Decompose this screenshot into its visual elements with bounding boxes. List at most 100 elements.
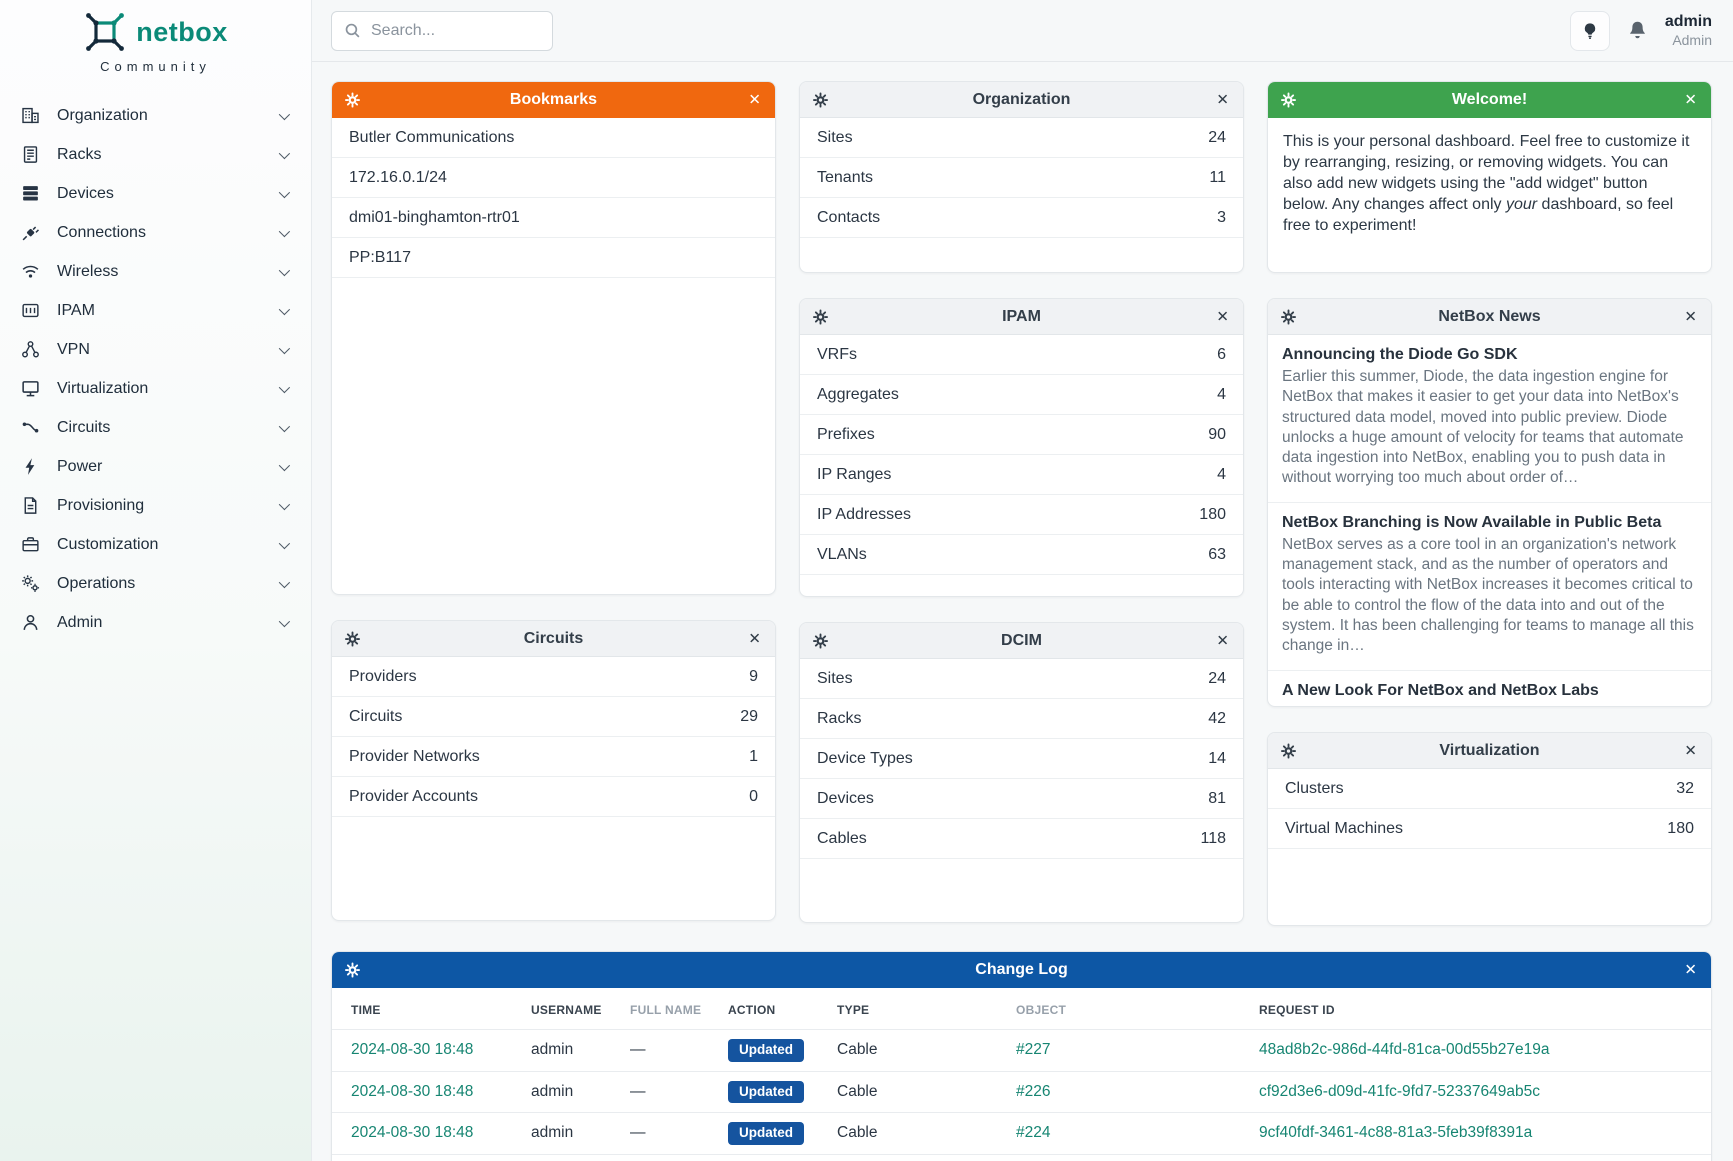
gear-icon[interactable]	[345, 631, 360, 646]
stat-row[interactable]: IP Addresses 180	[800, 495, 1243, 535]
search-icon	[344, 22, 361, 39]
bell-icon[interactable]	[1627, 20, 1648, 41]
stat-row[interactable]: Tenants 11	[800, 158, 1243, 198]
sidebar-item-label: IPAM	[57, 301, 95, 319]
sidebar-item-label: Connections	[57, 223, 146, 241]
changelog-time-link[interactable]: 2024-08-30 18:48	[351, 1041, 474, 1059]
welcome-text-suffix: dashboard, so feel free to experiment!	[1283, 196, 1674, 235]
chevron-down-icon	[278, 420, 291, 432]
sidebar-item-wireless[interactable]: Wireless	[0, 252, 311, 291]
close-icon[interactable]: ✕	[748, 91, 761, 109]
logo-text: netbox	[136, 16, 228, 47]
close-icon[interactable]: ✕	[1684, 742, 1697, 759]
gear-icon[interactable]	[1281, 309, 1296, 324]
stat-label: Aggregates	[817, 385, 899, 403]
stat-row[interactable]: Virtual Machines 180	[1268, 809, 1711, 849]
sidebar-menu: Organization Racks Devices Connections W…	[0, 96, 311, 642]
stat-row[interactable]: Sites 24	[800, 659, 1243, 699]
close-icon[interactable]: ✕	[1216, 91, 1229, 108]
gear-icon[interactable]	[1281, 743, 1296, 758]
sidebar-item-racks[interactable]: Racks	[0, 135, 311, 174]
stat-label: Virtual Machines	[1285, 819, 1403, 837]
gear-icon[interactable]	[345, 93, 360, 108]
sidebar-item-power[interactable]: Power	[0, 447, 311, 486]
logo-area[interactable]: netbox Community	[0, 0, 311, 74]
column-header-full-name: FULL NAME	[630, 1003, 702, 1017]
close-icon[interactable]: ✕	[1684, 308, 1697, 325]
column-header-time[interactable]: TIME	[351, 1003, 381, 1017]
stat-row[interactable]: Racks 42	[800, 699, 1243, 739]
sidebar-item-connections[interactable]: Connections	[0, 213, 311, 252]
stat-row[interactable]: Device Types 14	[800, 739, 1243, 779]
changelog-object-link[interactable]: #224	[1016, 1124, 1051, 1142]
news-item-title[interactable]: A New Look For NetBox and NetBox Labs	[1282, 681, 1599, 699]
search-box[interactable]	[331, 10, 553, 51]
bookmark-item[interactable]: Butler Communications	[332, 118, 775, 158]
stat-row[interactable]: Clusters 32	[1268, 769, 1711, 809]
stat-row[interactable]: Devices 81	[800, 779, 1243, 819]
gear-icon[interactable]	[813, 633, 828, 648]
news-item-title[interactable]: Announcing the Diode Go SDK	[1282, 346, 1518, 363]
stat-row[interactable]: Provider Networks 1	[332, 737, 775, 777]
sidebar-item-operations[interactable]: Operations	[0, 564, 311, 603]
sidebar-item-label: Provisioning	[57, 496, 145, 514]
changelog-request-id-link[interactable]: 48ad8b2c-986d-44fd-81ca-00d55b27e19a	[1259, 1041, 1550, 1059]
sidebar-item-ipam[interactable]: IPAM	[0, 291, 311, 330]
stat-row[interactable]: Provider Accounts 0	[332, 777, 775, 817]
stat-row[interactable]: Contacts 3	[800, 198, 1243, 238]
sidebar-item-organization[interactable]: Organization	[0, 96, 311, 135]
sidebar-item-vpn[interactable]: VPN	[0, 330, 311, 369]
stat-row[interactable]: Circuits 29	[332, 697, 775, 737]
search-input[interactable]	[371, 21, 540, 40]
stat-row[interactable]: VRFs 6	[800, 335, 1243, 375]
circuits-widget-header: Circuits ✕	[332, 621, 775, 657]
theme-toggle-button[interactable]	[1569, 10, 1610, 51]
gear-icon[interactable]	[1281, 93, 1296, 108]
stat-label: Contacts	[817, 208, 881, 226]
bookmark-item[interactable]: dmi01-binghamton-rtr01	[332, 198, 775, 238]
changelog-time-link[interactable]: 2024-08-30 18:48	[351, 1082, 474, 1100]
changelog-row: 2024-08-30 18:48 admin — Updated Cable #…	[332, 1029, 1711, 1071]
gear-icon[interactable]	[345, 963, 360, 978]
bookmark-item[interactable]: 172.16.0.1/24	[332, 158, 775, 198]
close-icon[interactable]: ✕	[1216, 308, 1229, 325]
gear-icon[interactable]	[813, 309, 828, 324]
sidebar-item-virtualization[interactable]: Virtualization	[0, 369, 311, 408]
bookmark-item[interactable]: PP:B117	[332, 238, 775, 278]
widget-title: Circuits	[523, 629, 584, 647]
stat-row[interactable]: IP Ranges 4	[800, 455, 1243, 495]
column-header-username[interactable]: USERNAME	[531, 1003, 602, 1017]
bookmark-label: 172.16.0.1/24	[349, 168, 447, 186]
welcome-widget-header: Welcome! ✕	[1268, 82, 1711, 118]
close-icon[interactable]: ✕	[1216, 632, 1229, 649]
stat-row[interactable]: VLANs 63	[800, 535, 1243, 575]
action-badge: Updated	[728, 1122, 804, 1145]
close-icon[interactable]: ✕	[1684, 961, 1697, 979]
welcome-text-prefix: This is your personal dashboard. Feel fr…	[1283, 133, 1690, 214]
news-item-title[interactable]: NetBox Branching is Now Available in Pub…	[1282, 513, 1662, 531]
stat-row[interactable]: Aggregates 4	[800, 375, 1243, 415]
stat-row[interactable]: Providers 9	[332, 657, 775, 697]
sidebar-item-customization[interactable]: Customization	[0, 525, 311, 564]
sidebar-item-admin[interactable]: Admin	[0, 603, 311, 642]
changelog-object-link[interactable]: #226	[1016, 1082, 1051, 1100]
column-header-type[interactable]: TYPE	[837, 1003, 870, 1017]
stat-row[interactable]: Sites 24	[800, 118, 1243, 158]
sidebar-item-devices[interactable]: Devices	[0, 174, 311, 213]
changelog-request-id-link[interactable]: cf92d3e6-d09d-41fc-9fd7-52337649ab5c	[1259, 1082, 1540, 1100]
sidebar-item-provisioning[interactable]: Provisioning	[0, 486, 311, 525]
widget-title: Welcome!	[1451, 91, 1528, 108]
sidebar-item-circuits[interactable]: Circuits	[0, 408, 311, 447]
dashboard-column-1: Bookmarks ✕ Butler Communications 172.16…	[331, 81, 776, 946]
gear-icon[interactable]	[813, 92, 828, 107]
column-header-request-id[interactable]: REQUEST ID	[1259, 1003, 1335, 1017]
user-menu[interactable]: admin Admin	[1665, 13, 1712, 47]
changelog-object-link[interactable]: #227	[1016, 1041, 1051, 1059]
changelog-time-link[interactable]: 2024-08-30 18:48	[351, 1124, 474, 1142]
stat-row[interactable]: Cables 118	[800, 819, 1243, 859]
column-header-action[interactable]: ACTION	[728, 1003, 776, 1017]
changelog-request-id-link[interactable]: 9cf40fdf-3461-4c88-81a3-5feb39f8391a	[1259, 1124, 1533, 1142]
close-icon[interactable]: ✕	[748, 630, 761, 647]
close-icon[interactable]: ✕	[1684, 91, 1697, 109]
stat-row[interactable]: Prefixes 90	[800, 415, 1243, 455]
